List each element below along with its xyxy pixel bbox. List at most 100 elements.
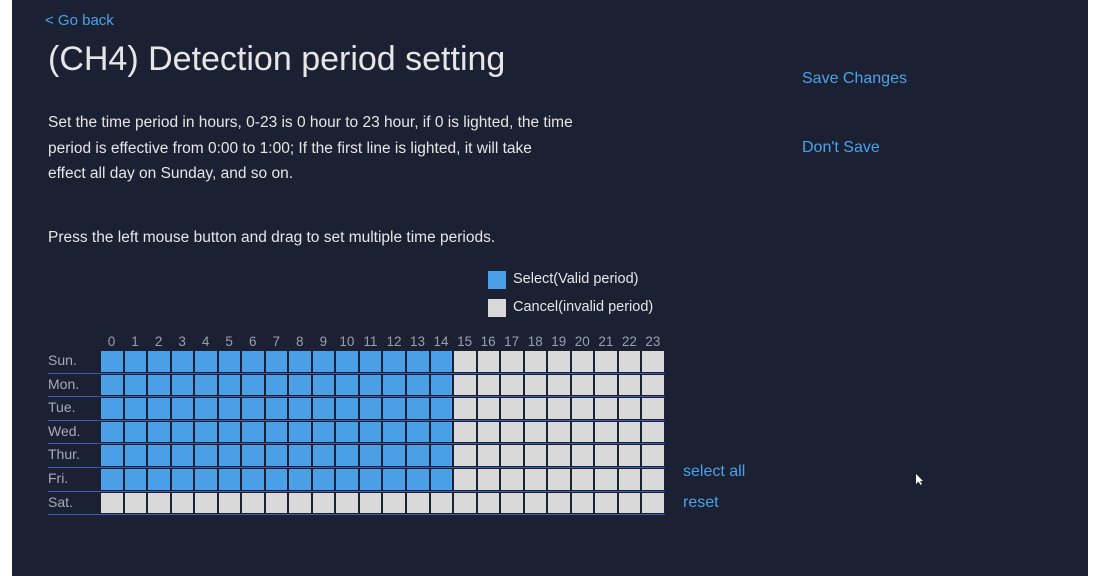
time-cell[interactable] (289, 421, 311, 443)
time-cell[interactable] (548, 421, 570, 443)
time-cell[interactable] (101, 469, 123, 490)
time-cell[interactable] (524, 445, 547, 466)
time-cell[interactable] (359, 351, 382, 372)
time-cell[interactable] (336, 469, 358, 490)
time-cell[interactable] (477, 421, 500, 443)
time-cell[interactable] (359, 445, 382, 466)
time-cell[interactable] (171, 374, 194, 396)
time-cell[interactable] (571, 398, 594, 419)
time-cell[interactable] (571, 421, 594, 443)
time-cell[interactable] (383, 398, 405, 419)
time-cell[interactable] (642, 492, 664, 514)
time-cell[interactable] (242, 351, 264, 372)
time-cell[interactable] (595, 398, 617, 419)
time-cell[interactable] (195, 351, 217, 372)
time-cell[interactable] (548, 492, 570, 514)
time-cell[interactable] (124, 469, 147, 490)
time-cell[interactable] (407, 469, 429, 490)
time-cell[interactable] (524, 492, 547, 514)
time-cell[interactable] (571, 469, 594, 490)
time-cell[interactable] (289, 492, 311, 514)
time-cell[interactable] (548, 374, 570, 396)
time-cell[interactable] (312, 469, 335, 490)
time-cell[interactable] (218, 398, 241, 419)
time-cell[interactable] (383, 492, 405, 514)
time-cell[interactable] (171, 421, 194, 443)
time-cell[interactable] (430, 421, 453, 443)
time-cell[interactable] (171, 469, 194, 490)
time-cell[interactable] (312, 445, 335, 466)
time-cell[interactable] (124, 445, 147, 466)
time-cell[interactable] (548, 398, 570, 419)
time-cell[interactable] (548, 469, 570, 490)
time-cell[interactable] (430, 492, 453, 514)
time-cell[interactable] (359, 374, 382, 396)
time-cell[interactable] (289, 445, 311, 466)
time-cell[interactable] (383, 351, 405, 372)
time-cell[interactable] (336, 445, 358, 466)
time-cell[interactable] (242, 445, 264, 466)
time-cell[interactable] (618, 374, 641, 396)
time-cell[interactable] (312, 374, 335, 396)
time-cell[interactable] (595, 492, 617, 514)
time-cell[interactable] (101, 445, 123, 466)
time-cell[interactable] (595, 374, 617, 396)
time-cell[interactable] (407, 374, 429, 396)
time-cell[interactable] (618, 492, 641, 514)
time-cell[interactable] (195, 469, 217, 490)
time-cell[interactable] (383, 469, 405, 490)
dont-save[interactable]: Don't Save (802, 139, 880, 156)
time-cell[interactable] (195, 421, 217, 443)
time-cell[interactable] (430, 445, 453, 466)
time-cell[interactable] (454, 445, 476, 466)
time-cell[interactable] (430, 351, 453, 372)
time-cell[interactable] (595, 351, 617, 372)
time-cell[interactable] (171, 445, 194, 466)
time-cell[interactable] (477, 374, 500, 396)
time-cell[interactable] (148, 398, 170, 419)
time-cell[interactable] (454, 398, 476, 419)
time-cell[interactable] (312, 351, 335, 372)
time-cell[interactable] (265, 351, 288, 372)
time-cell[interactable] (312, 398, 335, 419)
time-cell[interactable] (618, 469, 641, 490)
time-cell[interactable] (242, 421, 264, 443)
time-cell[interactable] (454, 374, 476, 396)
time-cell[interactable] (642, 421, 664, 443)
time-cell[interactable] (359, 469, 382, 490)
time-cell[interactable] (383, 445, 405, 466)
time-cell[interactable] (195, 492, 217, 514)
time-cell[interactable] (618, 421, 641, 443)
time-cell[interactable] (289, 469, 311, 490)
time-cell[interactable] (289, 351, 311, 372)
time-cell[interactable] (218, 351, 241, 372)
time-cell[interactable] (383, 374, 405, 396)
time-cell[interactable] (548, 445, 570, 466)
time-cell[interactable] (477, 351, 500, 372)
time-cell[interactable] (501, 492, 523, 514)
time-cell[interactable] (571, 374, 594, 396)
time-cell[interactable] (242, 469, 264, 490)
time-cell[interactable] (312, 421, 335, 443)
time-cell[interactable] (242, 398, 264, 419)
time-cell[interactable] (101, 398, 123, 419)
time-cell[interactable] (124, 351, 147, 372)
time-cell[interactable] (265, 398, 288, 419)
time-cell[interactable] (218, 421, 241, 443)
time-cell[interactable] (265, 374, 288, 396)
time-cell[interactable] (454, 492, 476, 514)
time-cell[interactable] (336, 398, 358, 419)
time-cell[interactable] (642, 398, 664, 419)
time-cell[interactable] (265, 421, 288, 443)
time-cell[interactable] (148, 374, 170, 396)
time-cell[interactable] (454, 351, 476, 372)
time-cell[interactable] (524, 398, 547, 419)
time-cell[interactable] (289, 398, 311, 419)
time-cell[interactable] (195, 398, 217, 419)
time-cell[interactable] (618, 398, 641, 419)
time-cell[interactable] (477, 492, 500, 514)
time-cell[interactable] (242, 374, 264, 396)
time-cell[interactable] (359, 398, 382, 419)
time-cell[interactable] (242, 492, 264, 514)
time-cell[interactable] (336, 351, 358, 372)
